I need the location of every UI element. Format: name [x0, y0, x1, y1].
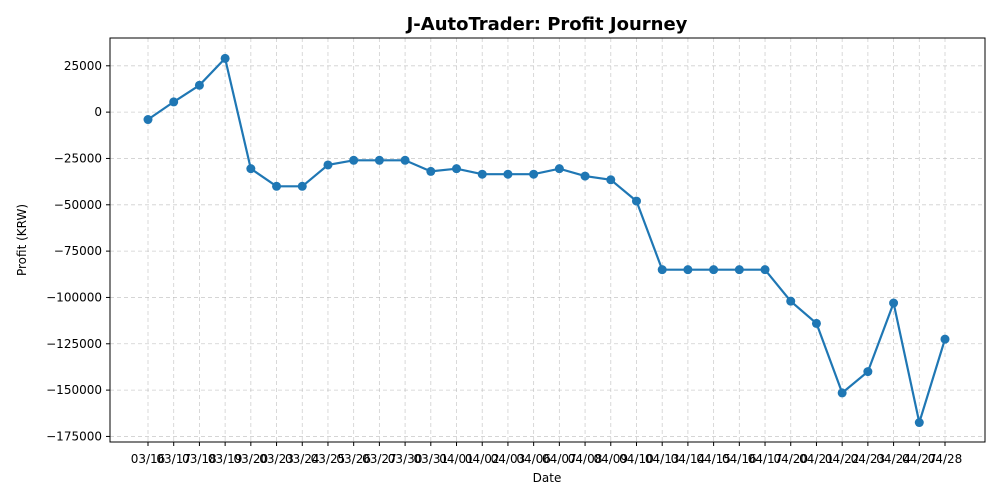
data-point	[503, 169, 513, 179]
x-tick-label: 03/16	[131, 452, 166, 466]
x-tick-label: 04/21	[799, 452, 834, 466]
chart-title: J-AutoTrader: Profit Journey	[405, 14, 688, 35]
x-tick-label: 03/19	[208, 452, 243, 466]
data-point	[631, 196, 641, 206]
data-point	[811, 318, 821, 328]
x-tick-label: 04/01	[439, 452, 474, 466]
data-point	[452, 164, 462, 174]
x-tick-label: 03/30	[388, 452, 423, 466]
x-axis-label: Date	[533, 471, 562, 485]
data-point	[169, 97, 179, 107]
data-point	[580, 171, 590, 181]
x-tick-label: 04/02	[465, 452, 500, 466]
data-point	[914, 418, 924, 428]
x-tick-label: 03/31	[414, 452, 449, 466]
x-tick-label: 04/27	[902, 452, 937, 466]
x-tick-label: 04/23	[851, 452, 886, 466]
data-point	[889, 298, 899, 308]
plot-frame	[109, 37, 986, 443]
x-tick-label: 04/28	[928, 452, 963, 466]
data-point	[760, 265, 770, 275]
data-point	[529, 169, 539, 179]
x-tick-label: 03/18	[182, 452, 217, 466]
data-point	[272, 181, 282, 191]
profit-series-line	[147, 56, 947, 427]
x-tick-label: 03/27	[362, 452, 397, 466]
data-point	[863, 367, 873, 377]
data-point	[554, 164, 564, 174]
profit-series-points	[143, 53, 950, 428]
y-tick-label: 25000	[64, 59, 102, 73]
data-point	[297, 181, 307, 191]
x-tick-label: 04/24	[876, 452, 911, 466]
x-tick-label: 04/10	[619, 452, 654, 466]
x-tick-label: 04/16	[722, 452, 757, 466]
data-point	[349, 155, 359, 165]
data-point	[374, 155, 384, 165]
x-tick-label: 04/15	[696, 452, 731, 466]
data-point	[734, 265, 744, 275]
x-tick-label: 04/03	[491, 452, 526, 466]
y-tick-label: 0	[94, 105, 102, 119]
data-point	[940, 334, 950, 344]
y-axis-ticks: 25000 0 −25000 −50000 −75000 −100000 −125000 −1…	[46, 59, 110, 443]
x-tick-label: 04/06	[516, 452, 551, 466]
data-point	[220, 53, 230, 63]
x-axis-ticks: 03/1603/1703/1803/1903/2003/2303/2403/25…	[131, 442, 963, 466]
data-point	[786, 296, 796, 306]
y-tick-label: −150000	[46, 383, 102, 397]
data-point	[606, 175, 616, 185]
data-point	[837, 388, 847, 398]
x-tick-label: 04/20	[773, 452, 808, 466]
data-point	[683, 265, 693, 275]
y-tick-label: −50000	[54, 198, 102, 212]
data-point	[477, 169, 487, 179]
x-tick-label: 04/08	[568, 452, 603, 466]
x-tick-label: 03/24	[285, 452, 320, 466]
data-point	[426, 166, 436, 176]
x-tick-label: 04/17	[748, 452, 783, 466]
y-tick-label: −25000	[54, 151, 102, 165]
grid-lines	[110, 38, 985, 442]
x-tick-label: 03/26	[336, 452, 371, 466]
x-tick-label: 03/20	[234, 452, 269, 466]
data-point	[194, 80, 204, 90]
data-point	[143, 115, 153, 125]
data-point	[246, 164, 256, 174]
x-tick-label: 04/22	[825, 452, 860, 466]
data-point	[657, 265, 667, 275]
x-tick-label: 04/13	[645, 452, 680, 466]
x-tick-label: 03/23	[259, 452, 294, 466]
y-axis-label: Profit (KRW)	[15, 204, 29, 276]
x-tick-label: 03/25	[311, 452, 346, 466]
y-tick-label: −100000	[46, 290, 102, 304]
y-tick-label: −125000	[46, 337, 102, 351]
data-point	[323, 160, 333, 170]
y-tick-label: −175000	[46, 429, 102, 443]
y-tick-label: −75000	[54, 244, 102, 258]
data-point	[709, 265, 719, 275]
x-tick-label: 04/14	[671, 452, 706, 466]
x-tick-label: 04/07	[542, 452, 577, 466]
data-point	[400, 155, 410, 165]
x-tick-label: 03/17	[156, 452, 191, 466]
x-tick-label: 04/09	[593, 452, 628, 466]
